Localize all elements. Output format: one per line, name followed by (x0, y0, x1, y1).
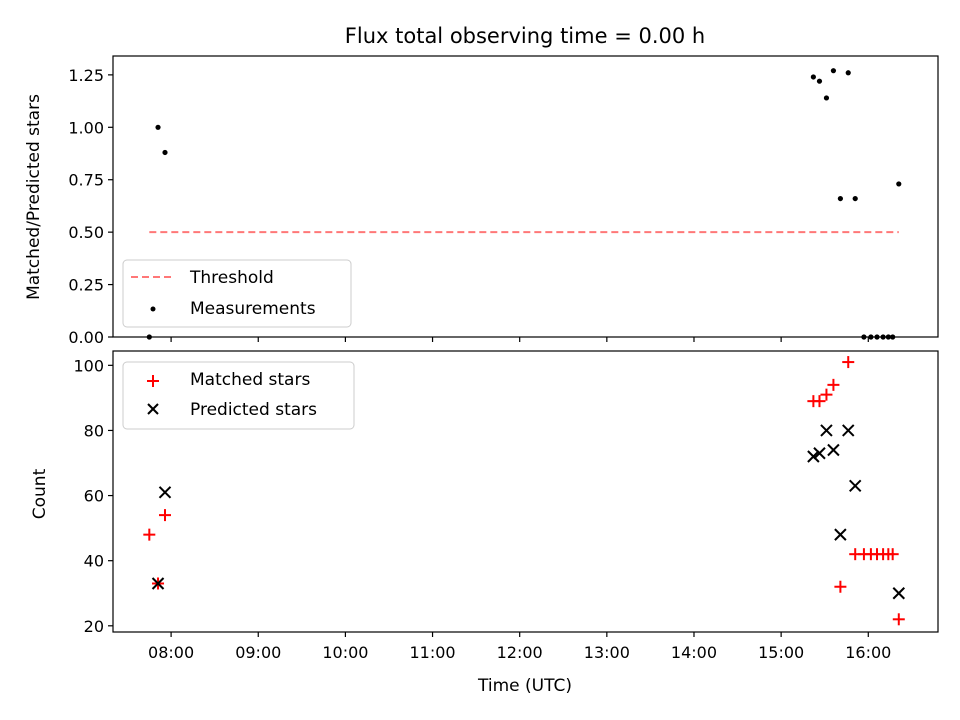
bottom-axes-frame (112, 350, 939, 633)
top-ytick-label: 0.50 (68, 223, 104, 242)
predicted-star-point (820, 424, 833, 437)
predicted-star-point (807, 450, 820, 463)
matched-star-point (886, 548, 899, 561)
measurement-point (816, 78, 823, 84)
measurement-point (837, 195, 843, 202)
matched-star-point (159, 509, 172, 522)
predicted-star-point (151, 577, 165, 590)
bottom-xtick-label: 15:00 (758, 643, 804, 662)
top-panel: 0.00 0.25 0.50 0.75 1.00 1.25 Matched/Predict… (24, 55, 939, 347)
bottom-xtick-label: 14:00 (671, 643, 717, 662)
bottom-ytick-label: 60 (84, 487, 104, 506)
legend-measurements-label: Measurements (190, 299, 316, 319)
bottom-ytick-label: 80 (84, 421, 104, 440)
legend-matched-swatch (147, 375, 159, 387)
chart-title: Flux total observing time = 0.00 h (345, 24, 705, 48)
bottom-marks (143, 356, 905, 626)
bottom-legend: Matched stars Predicted stars (122, 361, 355, 430)
predicted-star-point (158, 486, 172, 499)
legend-threshold-label: Threshold (189, 268, 274, 288)
bottom-ytick-label: 20 (84, 617, 104, 636)
predicted-star-point (813, 447, 826, 460)
bottom-panel: 20 40 60 80 100 08:00 09:00 10:00 11:00 12:00 13:… (30, 350, 939, 696)
measurement-point (162, 149, 168, 156)
measurement-point (830, 68, 837, 74)
top-yticks: 0.00 0.25 0.50 0.75 1.00 1.25 (68, 66, 113, 347)
bottom-xtick-label: 08:00 (148, 643, 194, 662)
top-ytick-label: 0.25 (68, 276, 104, 295)
bottom-xtick-label: 12:00 (497, 643, 543, 662)
predicted-star-point (834, 528, 847, 541)
top-legend-box (122, 259, 352, 328)
legend-predicted-swatch (147, 403, 159, 415)
bottom-xtick-label: 10:00 (322, 643, 368, 662)
top-marks (146, 68, 902, 340)
top-axes-frame (112, 55, 939, 338)
bottom-xtick-label: 09:00 (235, 643, 281, 662)
matched-star-point (827, 378, 840, 391)
bottom-xtick-label: 13:00 (584, 643, 630, 662)
predicted-star-point (849, 479, 862, 493)
predicted-star-point (827, 443, 840, 457)
top-ytick-label: 0.00 (68, 328, 104, 347)
bottom-ylabel: Count (30, 468, 50, 519)
top-ytick-label: 1.00 (68, 118, 104, 137)
top-legend: Threshold Measurements (122, 259, 352, 328)
bottom-legend-box (122, 361, 355, 430)
matched-star-point (813, 395, 826, 408)
matched-star-point (143, 528, 156, 541)
measurement-point (823, 95, 830, 101)
measurement-point (810, 74, 816, 80)
predicted-star-point (892, 587, 905, 600)
bottom-xtick-label: 11:00 (409, 643, 455, 662)
measurement-point (155, 124, 161, 130)
bottom-ytick-label: 40 (84, 552, 104, 571)
measurement-point (845, 70, 851, 76)
measurement-point (852, 195, 858, 202)
legend-matched-label: Matched stars (190, 370, 310, 390)
bottom-ytick-label: 100 (73, 356, 104, 375)
top-ylabel: Matched/Predicted stars (24, 94, 44, 300)
predicted-star-point (842, 424, 855, 437)
legend-measurements-swatch (150, 306, 156, 312)
bottom-xticks: 08:00 09:00 10:00 11:00 12:00 13:00 14:00 15:00… (148, 632, 891, 662)
matched-star-point (834, 580, 847, 593)
matched-star-point (842, 356, 855, 369)
legend-predicted-label: Predicted stars (190, 400, 317, 420)
matched-star-point (820, 388, 833, 401)
x-axis-label: Time (UTC) (477, 676, 572, 696)
top-xticks (170, 337, 869, 342)
matched-star-point (892, 613, 905, 626)
bottom-yticks: 20 40 60 80 100 (73, 356, 113, 636)
bottom-xtick-label: 16:00 (845, 643, 891, 662)
top-ytick-label: 1.25 (68, 66, 104, 85)
measurement-point (896, 181, 902, 187)
top-ytick-label: 0.75 (68, 171, 104, 190)
